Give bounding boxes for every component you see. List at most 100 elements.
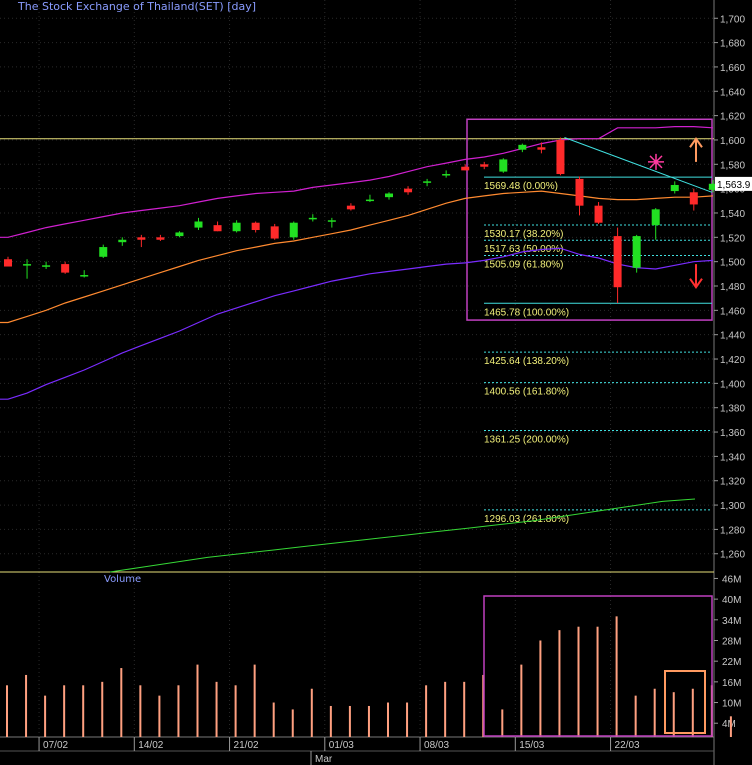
y-tick-label: 1,680 (720, 39, 745, 50)
candle-body (365, 199, 374, 202)
volume-tick-label: 28M (722, 636, 741, 647)
moving-average-line (0, 190, 713, 324)
volume-bar (253, 664, 256, 737)
candle-body (232, 222, 241, 232)
volume-bar (406, 702, 409, 737)
candle-body (251, 222, 260, 231)
volume-tick-label: 22M (722, 657, 741, 668)
volume-bar (596, 626, 599, 737)
candle-body (289, 222, 298, 238)
current-price-label: 1,563.9 (717, 180, 751, 191)
volume-bar (463, 681, 466, 737)
y-tick-label: 1,400 (720, 379, 745, 390)
y-tick-label: 1,380 (720, 404, 745, 415)
candle-body (613, 236, 622, 288)
candle-body (327, 220, 336, 222)
x-tick-label: 14/02 (138, 740, 163, 751)
candle-body (537, 147, 546, 150)
volume-focus-box (664, 670, 706, 734)
volume-tick-label: 4M (722, 719, 736, 730)
x-tick-label: 08/03 (424, 740, 449, 751)
volume-tick-label: 16M (722, 678, 741, 689)
month-label: Mar (315, 754, 333, 765)
fib-label: 1425.64 (138.20%) (484, 356, 569, 367)
volume-bar (367, 705, 370, 737)
fib-label: 1361.25 (200.00%) (484, 435, 569, 446)
candle-body (308, 217, 317, 220)
fib-label: 1296.03 (261.80%) (484, 514, 569, 525)
y-tick-label: 1,620 (720, 112, 745, 123)
y-tick-label: 1,300 (720, 501, 745, 512)
candle-body (461, 166, 470, 171)
candle-body (632, 236, 641, 268)
x-tick-label: 21/02 (234, 740, 259, 751)
volume-bar (329, 705, 332, 737)
volume-highlight-box (483, 595, 713, 737)
fib-label: 1569.48 (0.00%) (484, 181, 558, 192)
candle-body (708, 183, 717, 190)
volume-bar (387, 702, 389, 737)
y-tick-label: 1,700 (720, 14, 745, 25)
volume-bar (272, 702, 275, 737)
volume-bar (520, 664, 523, 737)
y-tick-label: 1,280 (720, 525, 745, 536)
lower-band-line (0, 247, 713, 400)
volume-bar (691, 688, 694, 737)
volume-bar (139, 685, 142, 737)
candle-body (270, 226, 279, 239)
candle-body (556, 139, 565, 175)
y-tick-label: 1,360 (720, 428, 745, 439)
fib-label: 1517.63 (50.00%) (484, 244, 564, 255)
candle-body (423, 181, 432, 183)
x-tick-label: 15/03 (519, 740, 544, 751)
volume-bar (634, 695, 637, 737)
fib-label: 1465.78 (100.00%) (484, 307, 569, 318)
candle-body (4, 259, 12, 267)
candle-body (99, 247, 108, 257)
candle-body (156, 237, 165, 240)
y-tick-label: 1,640 (720, 87, 745, 98)
candle-body (385, 193, 393, 198)
y-tick-label: 1,460 (720, 306, 745, 317)
volume-bar (63, 685, 66, 737)
y-tick-label: 1,480 (720, 282, 745, 293)
down-arrow-icon (689, 264, 703, 289)
upper-band-line (0, 126, 713, 238)
y-tick-label: 1,440 (720, 331, 745, 342)
volume-bar (101, 681, 104, 737)
volume-bar (444, 681, 447, 737)
y-tick-label: 1,660 (720, 63, 745, 74)
y-tick-label: 1,580 (720, 160, 745, 171)
y-tick-label: 1,420 (720, 355, 745, 366)
candle-body (499, 159, 508, 172)
volume-bar (291, 709, 294, 737)
x-tick-label: 22/03 (615, 740, 640, 751)
volume-bar (25, 674, 28, 737)
volume-bar (425, 685, 428, 737)
y-tick-label: 1,500 (720, 258, 745, 269)
trend-line (564, 137, 713, 193)
volume-bar (558, 630, 561, 737)
candle-body (518, 144, 527, 150)
fibonacci-box (466, 118, 713, 321)
volume-bar (158, 695, 161, 737)
volume-tick-label: 40M (722, 595, 741, 606)
volume-bar (672, 692, 675, 737)
candle-body (118, 239, 127, 243)
candle-body (404, 188, 413, 193)
candle-body (575, 178, 584, 206)
volume-bar (615, 616, 618, 737)
volume-bar (82, 685, 85, 737)
candle-body (61, 264, 70, 273)
y-tick-label: 1,520 (720, 233, 745, 244)
volume-bar (577, 626, 580, 737)
volume-bar (234, 685, 237, 737)
candle-body (23, 264, 32, 266)
candle-body (594, 205, 603, 223)
volume-bar (348, 705, 351, 737)
volume-bar (6, 685, 8, 737)
candle-body (651, 209, 660, 226)
candle-body (175, 232, 184, 237)
